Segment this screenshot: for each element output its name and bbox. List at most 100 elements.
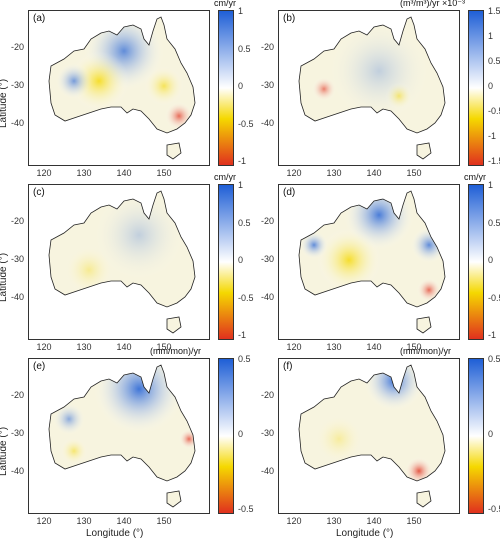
trend-region (165, 102, 193, 130)
colorbar-tick-label: 0 (238, 81, 244, 91)
x-tick-label: 150 (406, 342, 422, 352)
y-tick-label: -30 (10, 254, 24, 264)
y-tick-label: -20 (260, 42, 274, 52)
trend-region (53, 403, 85, 435)
x-tick-label: 140 (366, 168, 382, 178)
colorbar (218, 184, 234, 340)
y-axis-label: Latitude (°) (0, 252, 9, 302)
y-tick-label: -20 (260, 390, 274, 400)
map-panel: (d) -20 -30 -40 120 130 140 150 1 0.5 0 -0.5 -1 cm/yr (250, 172, 500, 362)
australia-map (48, 190, 196, 334)
colorbar-unit: cm/yr (214, 0, 236, 8)
australia-map (48, 364, 196, 508)
trend-region (60, 437, 88, 465)
trend-region (329, 21, 429, 121)
y-tick-label: -30 (260, 80, 274, 90)
x-axis-label: Longitude (°) (336, 528, 394, 539)
map-frame: (f) (278, 358, 460, 514)
colorbar-tick-label: 1 (238, 6, 244, 16)
y-tick-label: -30 (10, 428, 24, 438)
trend-region (312, 77, 336, 101)
x-tick-label: 130 (76, 168, 92, 178)
y-tick-label: -30 (260, 428, 274, 438)
y-axis-label: Latitude (°) (0, 78, 9, 128)
map-frame: (b) (278, 10, 460, 166)
australia-map (298, 190, 446, 334)
colorbar-tick-label: 0 (488, 255, 494, 265)
x-tick-label: 150 (156, 168, 172, 178)
colorbar-tick-label: 0.5 (238, 354, 251, 364)
colorbar-unit: cm/yr (464, 172, 486, 182)
trend-region (417, 278, 441, 302)
trend-region (300, 231, 328, 259)
colorbar-tick-label: 0.5 (488, 354, 500, 364)
y-tick-label: -20 (260, 216, 274, 226)
x-tick-label: 140 (116, 168, 132, 178)
coastline (416, 490, 432, 508)
colorbar-tick-label: -1 (488, 131, 497, 141)
coastline (48, 364, 196, 482)
coastline (416, 142, 432, 160)
trend-region (179, 429, 195, 449)
australia-map (48, 16, 196, 160)
y-tick-label: -20 (10, 216, 24, 226)
y-tick-label: -40 (10, 292, 24, 302)
coastline (298, 16, 446, 134)
colorbar-tick-label: 0 (488, 429, 494, 439)
map-frame: (d) (278, 184, 460, 340)
colorbar-tick-label: 1.5 (488, 6, 500, 16)
trend-region (56, 63, 92, 99)
panel-label: (f) (283, 361, 293, 372)
colorbar-tick-label: 0.5 (238, 217, 251, 228)
panel-label: (d) (283, 187, 296, 198)
y-axis-label: Latitude (°) (0, 426, 9, 476)
trend-region (314, 414, 364, 464)
x-tick-label: 140 (366, 342, 382, 352)
x-tick-label: 130 (326, 342, 342, 352)
colorbar-tick-label: 0 (238, 255, 244, 265)
colorbar-unit: (mm/mon)/yr (400, 346, 451, 356)
colorbar (468, 358, 484, 514)
colorbar (218, 10, 234, 166)
coastline (48, 16, 196, 134)
colorbar-tick-label: 1 (488, 180, 494, 190)
map-frame: (e) (28, 358, 210, 514)
trend-region (317, 228, 381, 292)
colorbar-tick-label: -1 (238, 156, 247, 166)
y-tick-label: -20 (10, 42, 24, 52)
colorbar-tick-label: -0.5 (488, 106, 500, 116)
panel-label: (c) (33, 187, 45, 198)
colorbar-unit: (m³/m³)/yr ×10⁻³ (400, 0, 465, 8)
colorbar-tick-label: -0.5 (238, 118, 254, 129)
trend-region (144, 66, 184, 106)
x-tick-label: 140 (116, 342, 132, 352)
x-tick-label: 130 (326, 168, 342, 178)
y-tick-label: -40 (10, 118, 24, 128)
colorbar-tick-label: -0.5 (488, 292, 500, 303)
x-tick-label: 120 (286, 168, 302, 178)
x-tick-label: 150 (406, 516, 422, 526)
x-tick-label: 130 (76, 516, 92, 526)
y-tick-label: -30 (10, 80, 24, 90)
y-tick-label: -40 (260, 118, 274, 128)
x-tick-label: 140 (366, 516, 382, 526)
x-tick-label: 120 (36, 342, 52, 352)
colorbar (468, 10, 484, 166)
colorbar-tick-label: -1.5 (488, 156, 500, 166)
x-tick-label: 120 (286, 516, 302, 526)
colorbar (468, 184, 484, 340)
panel-label: (a) (33, 13, 46, 24)
coastline (298, 364, 446, 482)
y-tick-label: -40 (260, 466, 274, 476)
colorbar-tick-label: 0.5 (488, 217, 500, 228)
australia-map (298, 16, 446, 160)
coastline (166, 316, 182, 334)
trend-region (64, 245, 114, 295)
map-panel: (f) -20 -30 -40 120 130 140 150 0.5 0 -0.5 (mm/mon)… (250, 346, 500, 539)
map-frame: (c) (28, 184, 210, 340)
colorbar-tick-label: -0.5 (238, 504, 254, 514)
colorbar-tick-label: 1 (238, 180, 244, 190)
x-tick-label: 120 (36, 516, 52, 526)
colorbar-tick-label: -0.5 (238, 292, 254, 303)
panel-label: (b) (283, 13, 296, 24)
